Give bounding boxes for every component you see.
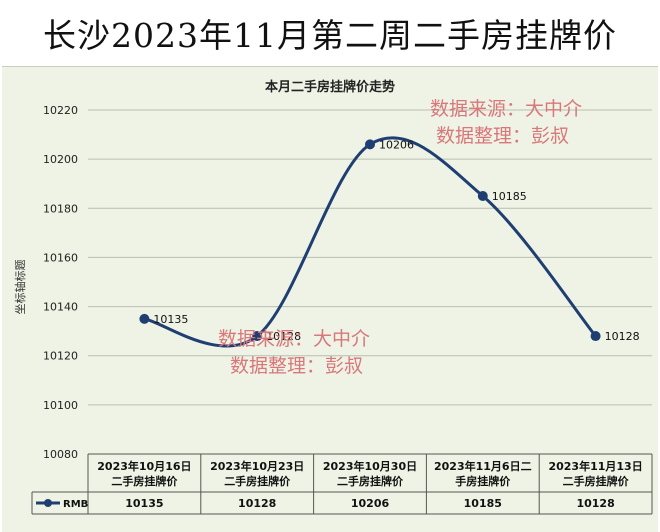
y-tick-label: 10080 bbox=[43, 448, 78, 461]
watermark-top: 数据来源：大中介 数据整理：彭叔 bbox=[430, 96, 582, 150]
data-point bbox=[139, 313, 150, 324]
watermark-editor: 数据整理：彭叔 bbox=[436, 125, 570, 147]
watermark-source: 数据来源：大中介 bbox=[218, 328, 371, 350]
data-point bbox=[590, 331, 601, 342]
data-point bbox=[477, 191, 488, 201]
x-category-label: 二手房挂牌价 bbox=[337, 474, 404, 488]
y-tick-label: 10220 bbox=[43, 104, 78, 117]
data-label: 10206 bbox=[379, 138, 414, 151]
y-tick-label: 10160 bbox=[43, 251, 78, 264]
chart-title: 本月二手房挂牌价走势 bbox=[265, 79, 395, 95]
y-axis-title: 坐标轴标题 bbox=[13, 260, 27, 315]
y-tick-label: 10100 bbox=[43, 399, 78, 412]
data-label: 10128 bbox=[266, 330, 301, 343]
table-value: 10185 bbox=[464, 497, 502, 510]
x-category-label: 2023年10月16日 bbox=[97, 459, 191, 473]
x-category-label: 2023年11月13日 bbox=[548, 459, 642, 473]
table-value: 10128 bbox=[238, 497, 276, 510]
watermark-source: 数据来源：大中介 bbox=[430, 98, 583, 120]
watermark-middle: 数据来源：大中介 数据整理：彭叔 bbox=[218, 326, 370, 380]
watermark-editor: 数据整理：彭叔 bbox=[230, 355, 364, 377]
banner-title: 长沙2023年11月第二周二手房挂牌价 bbox=[0, 0, 660, 66]
legend-label: RMB bbox=[63, 499, 88, 510]
data-point bbox=[252, 331, 263, 342]
data-label: 10128 bbox=[605, 330, 640, 343]
y-tick-label: 10120 bbox=[43, 350, 78, 363]
y-tick-label: 10200 bbox=[43, 153, 78, 166]
x-category-label: 二手房挂牌价 bbox=[563, 474, 630, 488]
table-value: 10206 bbox=[351, 497, 390, 510]
data-label: 10135 bbox=[153, 313, 188, 326]
data-point bbox=[365, 139, 375, 150]
y-tick-label: 10140 bbox=[43, 301, 78, 314]
x-category-label: 手房挂牌价 bbox=[455, 474, 511, 488]
x-category-label: 2023年10月23日 bbox=[210, 459, 304, 473]
series-line bbox=[144, 136, 597, 348]
legend-marker bbox=[44, 499, 52, 507]
table-value: 10135 bbox=[125, 497, 163, 510]
x-category-label: 2023年10月30日 bbox=[323, 459, 417, 473]
x-category-label: 二手房挂牌价 bbox=[111, 474, 178, 488]
x-category-label: 2023年11月6日二 bbox=[434, 459, 532, 473]
table-value: 10128 bbox=[576, 497, 614, 510]
data-label: 10185 bbox=[492, 190, 527, 203]
y-tick-label: 10180 bbox=[43, 202, 78, 215]
x-category-label: 二手房挂牌价 bbox=[224, 474, 291, 488]
